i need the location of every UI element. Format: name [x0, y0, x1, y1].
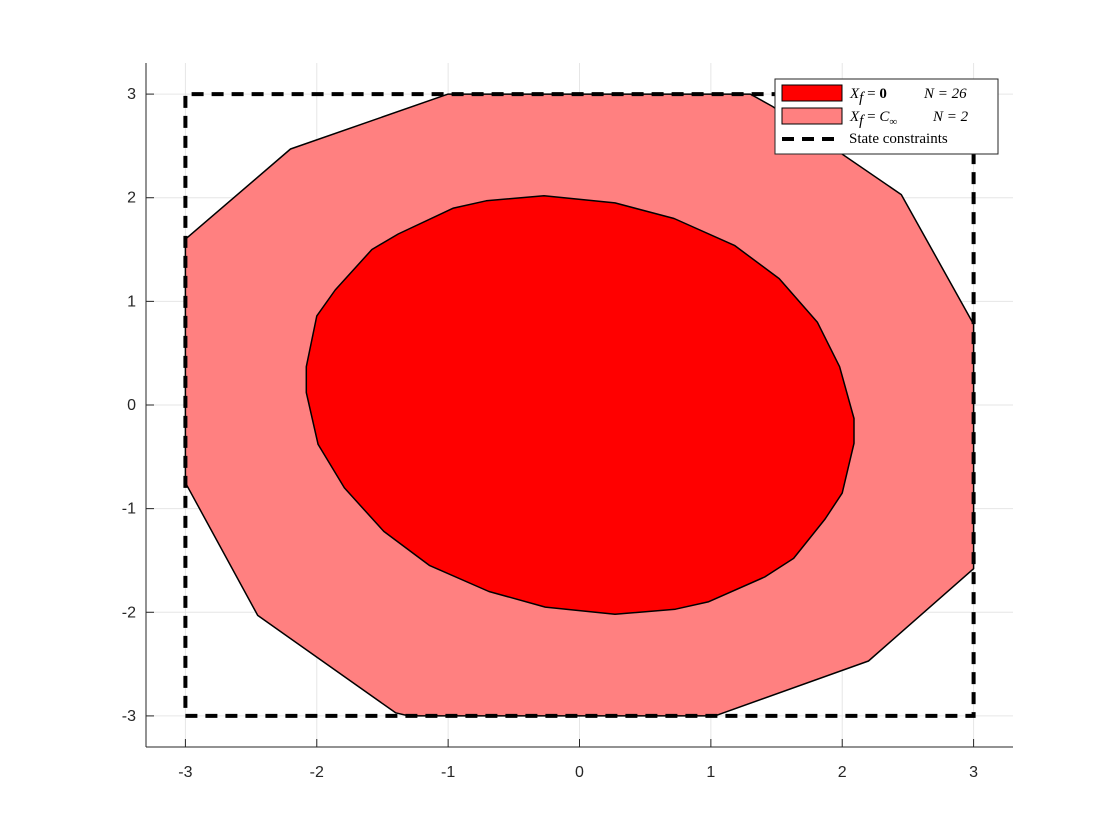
x-tick-label: 0: [575, 764, 584, 781]
x-tick-label: 3: [969, 764, 978, 781]
y-tick-label: -3: [122, 708, 136, 725]
y-tick-label: -2: [122, 604, 136, 621]
y-tick-label: 3: [127, 86, 136, 103]
y-tick-label: 1: [127, 293, 136, 310]
plot-area: [183, 92, 976, 718]
x-tick-label: -2: [310, 764, 324, 781]
y-tick-label: 2: [127, 190, 136, 207]
axes: [145, 63, 1013, 748]
legend-swatch-xf-cinf: [781, 107, 843, 125]
legend-swatch-xf-zero: [781, 84, 843, 102]
x-tick-label: 1: [706, 764, 715, 781]
legend-label-state-constraints: State constraints: [849, 131, 948, 147]
y-tick-label: 0: [127, 397, 136, 414]
x-tick-label: 2: [838, 764, 847, 781]
x-tick-label: -3: [178, 764, 192, 781]
tick-labels: -3 -2 -1 0 1 2 3 3 2 1 0 -1 -2 -3: [122, 86, 978, 781]
legend-label-xf-cinf: Xf = C∞ N = 2: [849, 109, 969, 129]
x-tick-label: -1: [441, 764, 455, 781]
terminal-zero-region: [305, 194, 855, 616]
y-tick-label: -1: [122, 501, 136, 518]
